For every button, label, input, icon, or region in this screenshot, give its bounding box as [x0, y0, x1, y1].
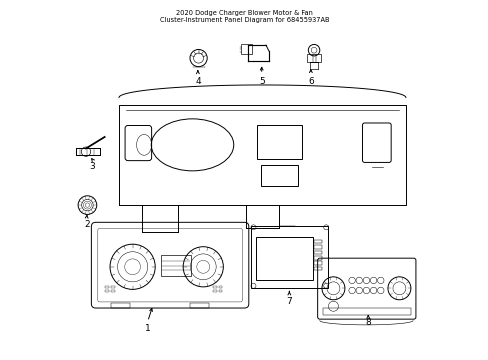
Text: 3: 3 [89, 162, 95, 171]
Bar [241, 44, 252, 54]
Text: 1: 1 [144, 324, 150, 333]
Bar [313, 251, 321, 254]
Text: 2020 Dodge Charger Blower Motor & Fan
Cluster-Instrument Panel Diagram for 68455: 2020 Dodge Charger Blower Motor & Fan Cl… [160, 10, 328, 23]
Bar [255, 237, 312, 280]
Bar [313, 245, 321, 249]
Bar [212, 286, 216, 288]
Bar [313, 261, 321, 265]
Text: 6: 6 [307, 77, 313, 86]
Text: 7: 7 [286, 297, 292, 306]
Bar [260, 165, 298, 186]
Bar [322, 308, 410, 315]
Text: 2: 2 [84, 220, 89, 229]
Text: 8: 8 [365, 318, 370, 327]
Bar [218, 290, 222, 292]
Bar [111, 303, 129, 309]
Bar [313, 240, 321, 243]
Bar [111, 290, 115, 292]
Bar [212, 290, 216, 292]
Bar [257, 125, 301, 159]
Text: 4: 4 [195, 77, 200, 86]
Bar [313, 267, 321, 270]
Bar [306, 54, 320, 62]
Bar [105, 286, 109, 288]
Bar [190, 303, 208, 309]
Bar [161, 255, 190, 276]
Bar [105, 290, 109, 292]
Text: 5: 5 [258, 77, 264, 86]
Bar [218, 286, 222, 288]
Bar [250, 226, 327, 288]
Bar [313, 256, 321, 260]
Bar [111, 286, 115, 288]
